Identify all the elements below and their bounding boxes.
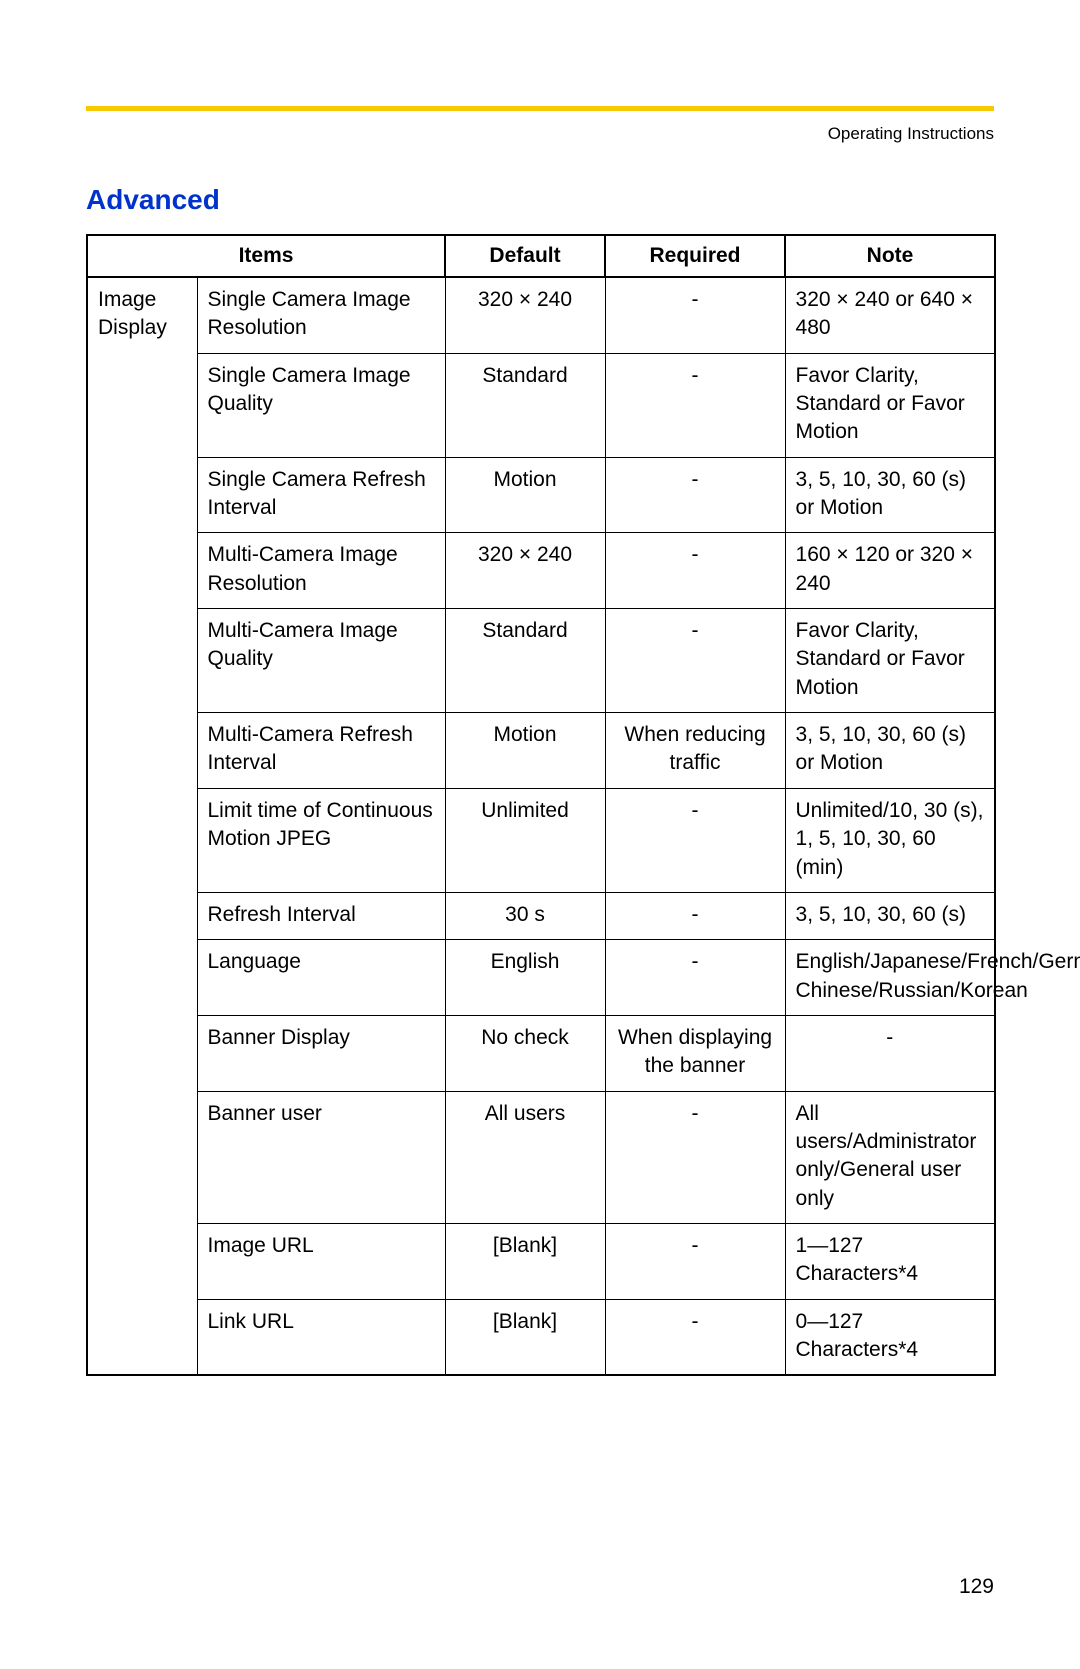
page-number: 129 — [959, 1575, 994, 1599]
cell-note: Favor Clarity, Standard or Favor Motion — [785, 353, 995, 457]
cell-note: 0—127 Characters*4 — [785, 1299, 995, 1375]
cell-item: Language — [197, 940, 445, 1016]
cell-required: - — [605, 788, 785, 892]
cell-note: 3, 5, 10, 30, 60 (s) — [785, 892, 995, 939]
cell-default: Standard — [445, 609, 605, 713]
cell-item: Link URL — [197, 1299, 445, 1375]
table-row: Refresh Interval 30 s - 3, 5, 10, 30, 60… — [87, 892, 995, 939]
accent-bar — [86, 106, 994, 111]
cell-item: Image URL — [197, 1223, 445, 1299]
cell-required: - — [605, 533, 785, 609]
advanced-table: Items Default Required Note Image Displa… — [86, 234, 996, 1376]
cell-required: When displaying the banner — [605, 1015, 785, 1091]
cell-note: Favor Clarity, Standard or Favor Motion — [785, 609, 995, 713]
cell-item: Single Camera Image Resolution — [197, 277, 445, 353]
cell-default: 320 × 240 — [445, 533, 605, 609]
table-row: Single Camera Image Quality Standard - F… — [87, 353, 995, 457]
cell-required: - — [605, 609, 785, 713]
cell-required: - — [605, 892, 785, 939]
cell-item: Single Camera Refresh Interval — [197, 457, 445, 533]
col-note: Note — [785, 235, 995, 277]
col-default: Default — [445, 235, 605, 277]
table-row: Multi-Camera Image Resolution 320 × 240 … — [87, 533, 995, 609]
cell-note: English/Japanese/French/German/Italian/S… — [785, 940, 995, 1016]
cell-default: [Blank] — [445, 1299, 605, 1375]
cell-required: - — [605, 353, 785, 457]
cell-required: - — [605, 1299, 785, 1375]
cell-item: Banner user — [197, 1091, 445, 1223]
cell-required: - — [605, 940, 785, 1016]
cell-item: Multi-Camera Image Resolution — [197, 533, 445, 609]
cell-default: English — [445, 940, 605, 1016]
table-row: Limit time of Continuous Motion JPEG Unl… — [87, 788, 995, 892]
table-row: Banner Display No check When displaying … — [87, 1015, 995, 1091]
cell-note: Unlimited/10, 30 (s), 1, 5, 10, 30, 60 (… — [785, 788, 995, 892]
cell-required: - — [605, 457, 785, 533]
section-title: Advanced — [86, 184, 220, 216]
cell-item: Limit time of Continuous Motion JPEG — [197, 788, 445, 892]
cell-default: Unlimited — [445, 788, 605, 892]
cell-default: Motion — [445, 457, 605, 533]
table-row: Multi-Camera Image Quality Standard - Fa… — [87, 609, 995, 713]
group-label: Image Display — [87, 277, 197, 1375]
cell-item: Single Camera Image Quality — [197, 353, 445, 457]
cell-default: [Blank] — [445, 1223, 605, 1299]
table-row: Image URL [Blank] - 1—127 Characters*4 — [87, 1223, 995, 1299]
cell-default: Standard — [445, 353, 605, 457]
cell-item: Multi-Camera Image Quality — [197, 609, 445, 713]
cell-note: All users/Administrator only/General use… — [785, 1091, 995, 1223]
table-row: Language English - English/Japanese/Fren… — [87, 940, 995, 1016]
cell-note: - — [785, 1015, 995, 1091]
cell-item: Banner Display — [197, 1015, 445, 1091]
cell-default: 30 s — [445, 892, 605, 939]
doc-header-title: Operating Instructions — [828, 124, 994, 144]
cell-required: - — [605, 1091, 785, 1223]
cell-required: When reducing traffic — [605, 713, 785, 789]
table-row: Banner user All users - All users/Admini… — [87, 1091, 995, 1223]
cell-required: - — [605, 1223, 785, 1299]
table-header-row: Items Default Required Note — [87, 235, 995, 277]
cell-note: 320 × 240 or 640 × 480 — [785, 277, 995, 353]
table-row: Multi-Camera Refresh Interval Motion Whe… — [87, 713, 995, 789]
table-row: Single Camera Refresh Interval Motion - … — [87, 457, 995, 533]
table-row: Image Display Single Camera Image Resolu… — [87, 277, 995, 353]
cell-note: 3, 5, 10, 30, 60 (s) or Motion — [785, 713, 995, 789]
cell-note: 3, 5, 10, 30, 60 (s) or Motion — [785, 457, 995, 533]
table-row: Link URL [Blank] - 0—127 Characters*4 — [87, 1299, 995, 1375]
cell-default: Motion — [445, 713, 605, 789]
col-required: Required — [605, 235, 785, 277]
col-items: Items — [87, 235, 445, 277]
cell-default: 320 × 240 — [445, 277, 605, 353]
cell-required: - — [605, 277, 785, 353]
cell-item: Multi-Camera Refresh Interval — [197, 713, 445, 789]
cell-default: No check — [445, 1015, 605, 1091]
cell-note: 1—127 Characters*4 — [785, 1223, 995, 1299]
cell-item: Refresh Interval — [197, 892, 445, 939]
cell-note: 160 × 120 or 320 × 240 — [785, 533, 995, 609]
page: Operating Instructions Advanced Items De… — [0, 0, 1080, 1669]
cell-default: All users — [445, 1091, 605, 1223]
